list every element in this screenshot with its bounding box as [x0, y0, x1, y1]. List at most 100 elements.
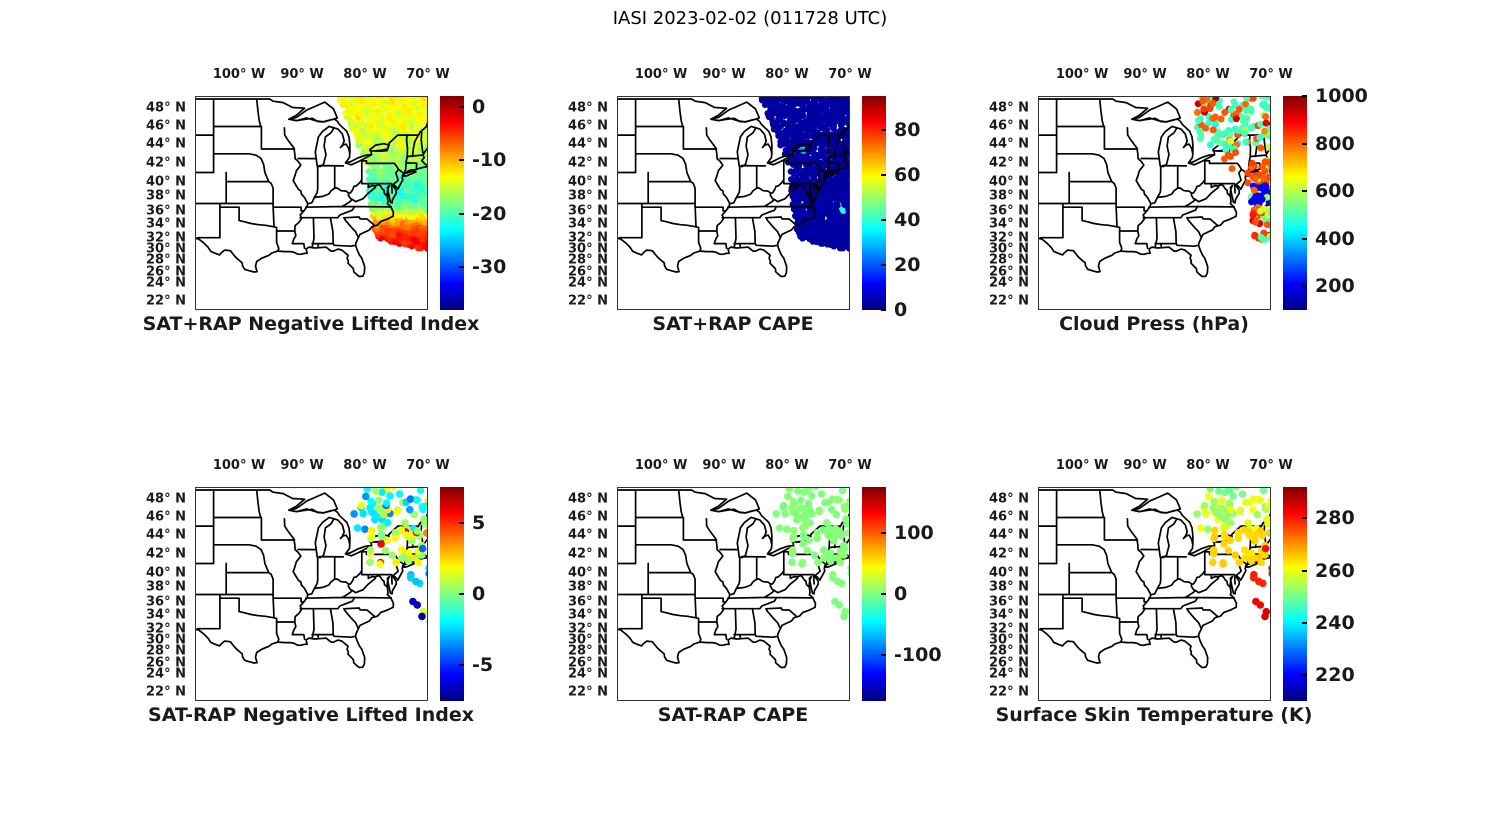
colorbar-tick-mark — [881, 218, 886, 221]
axes-box — [195, 96, 428, 310]
state-boundaries — [617, 489, 850, 669]
colorbar-tick-mark — [1302, 142, 1307, 145]
colorbar-tick-label: 200 — [1315, 275, 1355, 298]
lat-tick-label: 32° N — [146, 230, 186, 246]
map-plot — [195, 96, 428, 310]
scatter-points — [757, 96, 850, 252]
panel-title: SAT-RAP CAPE — [657, 704, 809, 726]
lat-tick-label: 38° N — [568, 579, 608, 595]
lat-tick-label: 28° N — [989, 252, 1029, 268]
lat-tick-label: 44° N — [146, 136, 186, 152]
lon-tick-label: 70° W — [406, 458, 450, 473]
lat-tick-label: 46° N — [568, 509, 608, 525]
colorbar-tick-label: 100 — [894, 521, 934, 544]
lat-tick-label: 40° N — [146, 174, 186, 190]
lon-tick-label: 70° W — [828, 67, 872, 82]
colorbar-tick-label: 20 — [894, 253, 921, 276]
colorbar-tick-label: 600 — [1315, 180, 1355, 203]
colorbar-tick-label: 400 — [1315, 227, 1355, 250]
panel-cloud-press: 100° W 90° W 80° W 70° W 48° N 46° N 44° N 42° … — [943, 56, 1368, 348]
panel-title: SAT-RAP Negative Lifted Index — [148, 704, 474, 726]
colorbar-tick-label: 220 — [1315, 663, 1355, 686]
lat-tick-label: 24° N — [568, 666, 608, 682]
lat-tick-label: 24° N — [568, 275, 608, 291]
lat-tick-label: 42° N — [146, 155, 186, 171]
colorbar-tick-mark — [881, 309, 886, 311]
colorbar-tick-label: 1000 — [1315, 85, 1368, 107]
lat-tick-label: 26° N — [989, 264, 1029, 280]
lat-tick-label: 34° N — [989, 607, 1029, 623]
lat-tick-label: 44° N — [568, 136, 608, 152]
lon-tick-label: 80° W — [1186, 458, 1230, 473]
lat-tick-label: 36° N — [989, 203, 1029, 219]
lon-tick-label: 80° W — [343, 458, 387, 473]
colorbar-tick-label: 0 — [894, 583, 908, 605]
lat-tick-label: 42° N — [989, 546, 1029, 562]
lon-tick-label: 100° W — [634, 67, 688, 82]
lon-tick-label: 100° W — [212, 67, 266, 82]
lat-tick-label: 44° N — [568, 527, 608, 543]
colorbar-tick-mark — [1302, 237, 1307, 240]
lat-tick-label: 48° N — [146, 491, 186, 507]
lat-tick-label: 26° N — [146, 264, 186, 280]
colorbar-tick-label: -10 — [472, 149, 507, 172]
colorbar — [1283, 96, 1307, 310]
lat-tick-label: 32° N — [989, 230, 1029, 246]
scatter-points — [1193, 96, 1271, 244]
lat-tick-label: 28° N — [568, 252, 608, 268]
panel-title: SAT+RAP CAPE — [652, 313, 814, 335]
lon-tick-label: 100° W — [1055, 67, 1109, 82]
lat-tick-label: 36° N — [989, 594, 1029, 610]
panel-title: Cloud Press (hPa) — [1059, 313, 1249, 335]
lon-tick-label: 90° W — [280, 458, 324, 473]
colorbar-tick-mark — [459, 212, 464, 215]
lat-tick-label: 36° N — [146, 203, 186, 219]
colorbar-tick-label: 60 — [894, 163, 921, 186]
lat-tick-label: 42° N — [568, 155, 608, 171]
colorbar-tick-mark — [881, 654, 886, 657]
lat-tick-label: 36° N — [568, 594, 608, 610]
lat-tick-label: 26° N — [146, 655, 186, 671]
colorbar-tick-label: 800 — [1315, 132, 1355, 155]
colorbar-tick-mark — [1302, 95, 1307, 97]
lat-tick-label: 28° N — [989, 643, 1029, 659]
lat-tick-label: 30° N — [989, 241, 1029, 257]
lat-tick-label: 40° N — [568, 174, 608, 190]
lon-tick-label: 70° W — [1249, 458, 1293, 473]
colorbar-tick-mark — [459, 159, 464, 162]
lat-tick-label: 28° N — [146, 643, 186, 659]
colorbar — [862, 96, 886, 310]
map-plot — [617, 487, 850, 701]
colorbar-tick-mark — [881, 128, 886, 131]
map-plot — [195, 487, 428, 701]
lat-tick-label: 32° N — [568, 230, 608, 246]
lat-tick-label: 46° N — [568, 118, 608, 134]
lat-tick-label: 48° N — [568, 491, 608, 507]
scatter-points — [772, 487, 850, 625]
lat-tick-label: 24° N — [989, 275, 1029, 291]
lat-tick-label: 42° N — [568, 546, 608, 562]
lon-tick-label: 90° W — [1123, 67, 1167, 82]
lat-tick-label: 32° N — [989, 621, 1029, 637]
lat-tick-label: 46° N — [146, 509, 186, 525]
lat-tick-label: 44° N — [989, 527, 1029, 543]
lat-tick-label: 48° N — [989, 100, 1029, 116]
lat-tick-label: 34° N — [568, 607, 608, 623]
lat-tick-label: 26° N — [568, 264, 608, 280]
lon-tick-label: 90° W — [280, 67, 324, 82]
lat-tick-label: 34° N — [989, 216, 1029, 232]
panel-title: Surface Skin Temperature (K) — [995, 704, 1313, 726]
axes-box — [617, 96, 850, 310]
colorbar-tick-label: -30 — [472, 256, 507, 279]
lat-tick-label: 48° N — [568, 100, 608, 116]
lat-tick-label: 46° N — [146, 118, 186, 134]
state-boundaries — [195, 489, 428, 669]
lat-tick-label: 22° N — [989, 293, 1029, 309]
colorbar-tick-mark — [881, 531, 886, 534]
lat-tick-label: 28° N — [146, 252, 186, 268]
lat-tick-label: 42° N — [146, 546, 186, 562]
lon-tick-label: 80° W — [343, 67, 387, 82]
panel-sat-plus-rap-cape: 100° W 90° W 80° W 70° W 48° N 46° N 44° N 42° … — [522, 56, 942, 348]
lon-tick-label: 90° W — [702, 458, 746, 473]
colorbar-tick-label: -20 — [472, 202, 507, 225]
